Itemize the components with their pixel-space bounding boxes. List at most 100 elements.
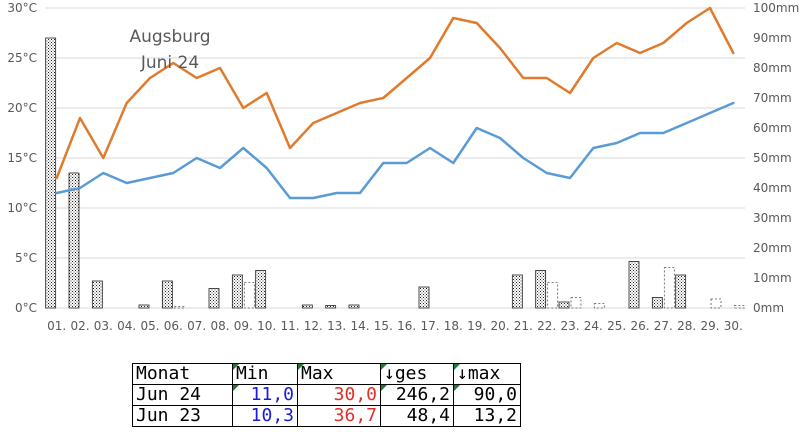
precip-bar [651, 297, 663, 309]
x-tick-label: 17. [420, 319, 439, 333]
precip-prev-year-bar [710, 298, 722, 309]
x-tick-label: 19. [467, 319, 486, 333]
x-tick-label: 16. [397, 319, 416, 333]
precip-bar [161, 280, 173, 309]
precip-bar [208, 288, 220, 309]
x-tick-label: 09. [234, 319, 253, 333]
gridlines [45, 7, 745, 309]
precip-bar [301, 304, 313, 309]
x-tick-label: 12. [304, 319, 323, 333]
stats-table: Monat Min Max ↓ges ↓max Jun 24 11,0 30,0… [132, 363, 521, 427]
precip-prev-year-bar [570, 297, 582, 309]
x-tick-label: 20. [490, 319, 509, 333]
y-left-tick-label: 0°C [15, 301, 37, 315]
stats-header-row: Monat Min Max ↓ges ↓max [132, 363, 521, 385]
x-tick-label: 08. [210, 319, 229, 333]
precip-bar [138, 304, 150, 309]
precip-bar [535, 270, 547, 309]
header-precip-total: ↓ges [380, 363, 454, 385]
temperature-lines [55, 6, 735, 200]
x-tick-label: 02. [70, 319, 89, 333]
y-right-tick-label: 90mm [753, 31, 792, 45]
precip-bar [675, 274, 687, 309]
x-tick-label: 26. [630, 319, 649, 333]
y-right-tick-label: 0mm [753, 301, 784, 315]
x-tick-label: 18. [444, 319, 463, 333]
precip-bar [628, 261, 640, 309]
x-tick-label: 27. [654, 319, 673, 333]
row-precip-total: 246,2 [380, 384, 454, 406]
x-tick-label: 14. [350, 319, 369, 333]
y-axis-right-labels: 0mm 10mm 20mm 30mm 40mm 50mm 60mm 70mm 80mm 90mm 1… [753, 1, 799, 315]
row-month: Jun 23 [132, 405, 233, 427]
y-right-tick-label: 70mm [753, 91, 792, 105]
x-tick-label: 29. [700, 319, 719, 333]
stats-row: Jun 23 10,3 36,7 48,4 13,2 [132, 405, 521, 427]
precip-bar [558, 301, 570, 309]
x-tick-label: 30. [724, 319, 743, 333]
y-right-tick-label: 30mm [753, 211, 792, 225]
precip-bar [348, 304, 360, 309]
chart-title-line-2: Juni 24 [140, 53, 199, 73]
row-month: Jun 24 [132, 384, 233, 406]
y-left-tick-label: 5°C [15, 251, 37, 265]
x-tick-label: 25. [607, 319, 626, 333]
y-left-tick-label: 20°C [7, 101, 37, 115]
row-min: 11,0 [232, 384, 298, 406]
row-precip-max: 90,0 [453, 384, 521, 406]
min-temperature-line [55, 101, 735, 200]
precip-prev-year-bar [593, 303, 605, 309]
stats-row: Jun 24 11,0 30,0 246,2 90,0 [132, 384, 521, 406]
precip-bar [325, 305, 337, 309]
y-right-tick-label: 20mm [753, 241, 792, 255]
y-left-tick-label: 30°C [7, 1, 37, 15]
weather-chart: 0°C 5°C 10°C 15°C 20°C 25°C 30°C 0mm 10mm 20mm 30… [7, 1, 799, 333]
precip-prev-year-bar [733, 305, 745, 309]
y-left-tick-label: 25°C [7, 51, 37, 65]
precip-prev-year-bar [243, 282, 255, 309]
x-tick-label: 21. [514, 319, 533, 333]
precipitation-bars [45, 37, 745, 309]
row-precip-max: 13,2 [453, 405, 521, 427]
precip-prev-year-bar [663, 267, 675, 309]
x-tick-label: 22. [537, 319, 556, 333]
y-right-tick-label: 50mm [753, 151, 792, 165]
x-axis-labels: 01. 02. 03. 04. 05. 06. 07. 08. 09. 10. 11. 12. 13. 1… [47, 319, 743, 333]
precip-bar [231, 274, 243, 309]
x-tick-label: 13. [327, 319, 346, 333]
precip-bar [91, 280, 103, 309]
x-tick-label: 15. [374, 319, 393, 333]
y-right-tick-label: 100mm [753, 1, 799, 15]
header-max: Max [297, 363, 381, 385]
y-right-tick-label: 10mm [753, 271, 792, 285]
x-tick-label: 11. [280, 319, 299, 333]
x-tick-label: 04. [117, 319, 136, 333]
row-max: 36,7 [297, 405, 381, 427]
x-tick-label: 03. [94, 319, 113, 333]
header-month: Monat [132, 363, 233, 385]
precip-bar [418, 286, 430, 309]
max-temperature-line [55, 6, 735, 180]
precip-prev-year-bar [547, 282, 559, 309]
header-precip-max: ↓max [453, 363, 521, 385]
x-tick-label: 24. [584, 319, 603, 333]
y-axis-left-labels: 0°C 5°C 10°C 15°C 20°C 25°C 30°C [7, 1, 37, 315]
row-max: 30,0 [297, 384, 381, 406]
y-left-tick-label: 10°C [7, 201, 37, 215]
x-tick-label: 28. [677, 319, 696, 333]
precip-bar [511, 274, 523, 309]
x-tick-label: 06. [164, 319, 183, 333]
x-tick-label: 01. [47, 319, 66, 333]
y-right-tick-label: 80mm [753, 61, 792, 75]
precip-bar [255, 270, 267, 309]
precip-prev-year-bar [173, 306, 185, 309]
x-tick-label: 10. [257, 319, 276, 333]
row-min: 10,3 [232, 405, 298, 427]
row-precip-total: 48,4 [380, 405, 454, 427]
y-left-tick-label: 15°C [7, 151, 37, 165]
precip-bar [68, 172, 80, 309]
y-right-tick-label: 40mm [753, 181, 792, 195]
x-tick-label: 23. [560, 319, 579, 333]
header-min: Min [232, 363, 298, 385]
x-tick-label: 07. [187, 319, 206, 333]
